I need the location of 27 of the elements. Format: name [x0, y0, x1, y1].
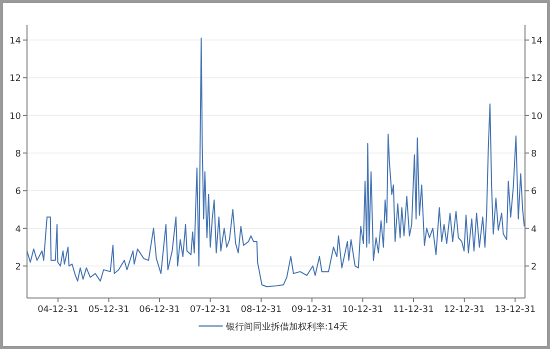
x-tick-label: 09-12-31 [292, 305, 332, 315]
y2-tick-label: 6 [531, 187, 537, 198]
x-tick-label: 07-12-31 [190, 305, 231, 315]
y-tick-label: 12 [10, 74, 21, 84]
x-tick-label: 06-12-31 [139, 305, 180, 315]
x-tick-label: 11-12-31 [393, 305, 434, 315]
x-tick-label: 04-12-31 [38, 305, 78, 315]
line-series [26, 38, 525, 288]
y-tick-label: 2 [15, 262, 21, 272]
x-tick-label: 05-12-31 [88, 305, 130, 315]
x-tick-label: 10-12-31 [342, 305, 384, 315]
x-tick-label: 08-12-31 [240, 305, 282, 315]
y2-tick-label: 12 [531, 74, 542, 84]
y-tick-label: 6 [15, 187, 22, 198]
legend: 银行间同业拆借加权利率:14天 [198, 322, 348, 332]
y-tick-label: 8 [15, 150, 22, 160]
y2-tick-label: 4 [531, 224, 537, 235]
y-tick-label: 14 [10, 36, 22, 47]
x-tick-label: 13-12-31 [494, 305, 536, 315]
y2-tick-label: 2 [531, 262, 537, 272]
x-tick-label: 12-12-31 [444, 305, 485, 315]
legend-label: 银行间同业拆借加权利率:14天 [224, 322, 348, 332]
y2-tick-label: 10 [531, 112, 543, 122]
y-tick-label: 10 [10, 112, 22, 122]
y2-tick-label: 14 [531, 36, 543, 47]
y-tick-label: 4 [15, 224, 22, 235]
y2-tick-label: 8 [531, 150, 537, 160]
